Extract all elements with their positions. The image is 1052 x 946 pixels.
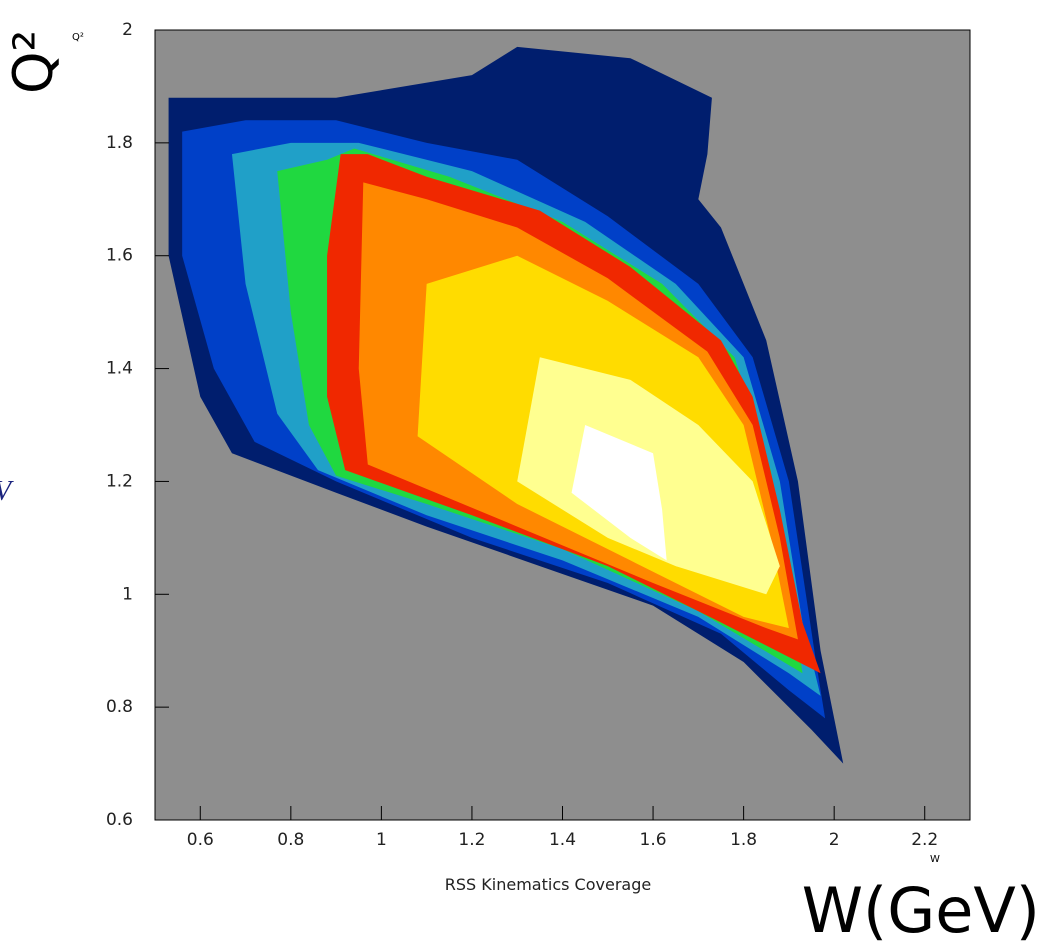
x-tick-label: 1.4 [549, 830, 576, 850]
regions [168, 46, 844, 764]
region [571, 425, 667, 561]
y-tick-label: 2 [122, 20, 133, 40]
axes: 0.6 0.8 1 1.2 1.4 1.6 1.8 2 0.6 0.8 1 1.2 1.4 1.6 1.8 2… [106, 20, 938, 850]
x-tick-label: 2.2 [911, 830, 938, 850]
x-tick-label: 1.2 [458, 830, 485, 850]
y-tick-label: 1.4 [106, 359, 133, 379]
x-tick-label: 1.6 [640, 830, 667, 850]
x-tick-label: 0.6 [187, 830, 214, 850]
x-tick-label: 1 [376, 830, 387, 850]
y-tick-label: 1 [122, 584, 133, 604]
y-tick-label: 1.2 [106, 471, 133, 491]
caption: RSS Kinematics Coverage [445, 875, 651, 894]
x-tick-label: 2 [829, 830, 840, 850]
y-tick-label: 0.6 [106, 810, 133, 830]
y-label-small: Q² [72, 32, 84, 43]
y-tick-label: 1.8 [106, 133, 133, 153]
x-tick-label: 0.8 [277, 830, 304, 850]
side-fragment: V [0, 476, 14, 507]
x-label-small: W [930, 854, 940, 865]
x-label: W(GeV) [802, 874, 1040, 946]
x-tick-label: 1.8 [730, 830, 757, 850]
y-tick-label: 1.6 [106, 246, 133, 266]
y-tick-label: 0.8 [106, 697, 133, 717]
y-label: Q² [2, 30, 65, 94]
